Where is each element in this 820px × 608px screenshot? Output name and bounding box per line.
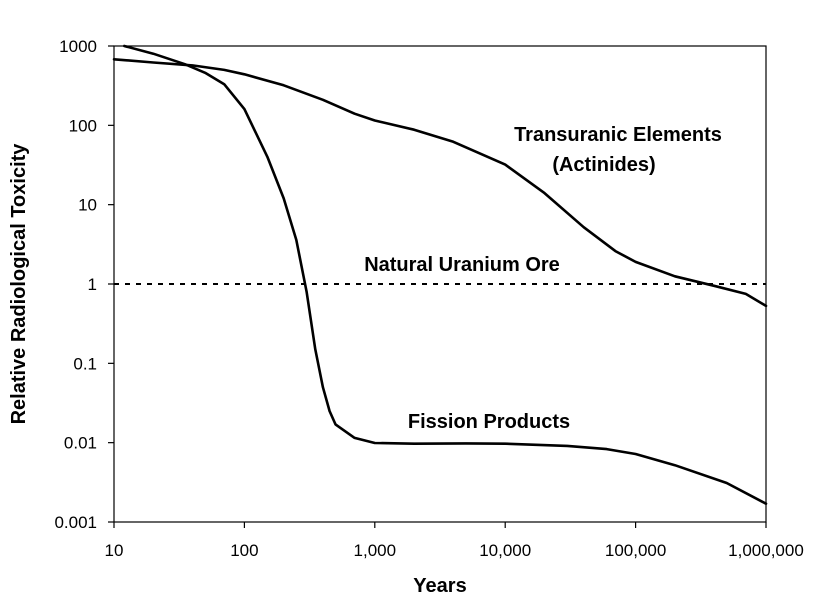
y-tick-label-2: 10: [78, 196, 97, 215]
x-tick-label-4: 100,000: [605, 541, 666, 560]
series-lines: [112, 44, 768, 505]
x-tick-label-3: 10,000: [479, 541, 531, 560]
transuranic-label-line2: (Actinides): [552, 154, 655, 176]
x-tick-label-0: 10: [105, 541, 124, 560]
tick-marks: [108, 45, 767, 528]
uranium-ore-label: Natural Uranium Ore: [364, 254, 560, 276]
transuranic-label-line1: Transuranic Elements: [514, 124, 722, 146]
transuranic-elements-line: [112, 58, 768, 308]
y-tick-label-6: 0.001: [54, 513, 97, 532]
y-tick-label-4: 0.1: [73, 354, 97, 373]
x-tick-label-5: 1,000,000: [728, 541, 804, 560]
y-tick-labels: 1000 100 10 1 0.1 0.01 0.001: [54, 37, 97, 532]
x-tick-labels: 10 100 1,000 10,000 100,000 1,000,000: [105, 541, 804, 560]
y-tick-label-1: 100: [69, 116, 97, 135]
fission-products-line: [123, 44, 768, 505]
y-tick-label-5: 0.01: [64, 434, 97, 453]
x-tick-label-2: 1,000: [354, 541, 397, 560]
y-tick-label-3: 1: [88, 275, 97, 294]
y-tick-label-0: 1000: [59, 37, 97, 56]
x-axis-title: Years: [413, 575, 466, 597]
fission-products-label: Fission Products: [408, 411, 570, 433]
y-axis-title: Relative Radiological Toxicity: [8, 143, 30, 425]
x-tick-label-1: 100: [230, 541, 258, 560]
